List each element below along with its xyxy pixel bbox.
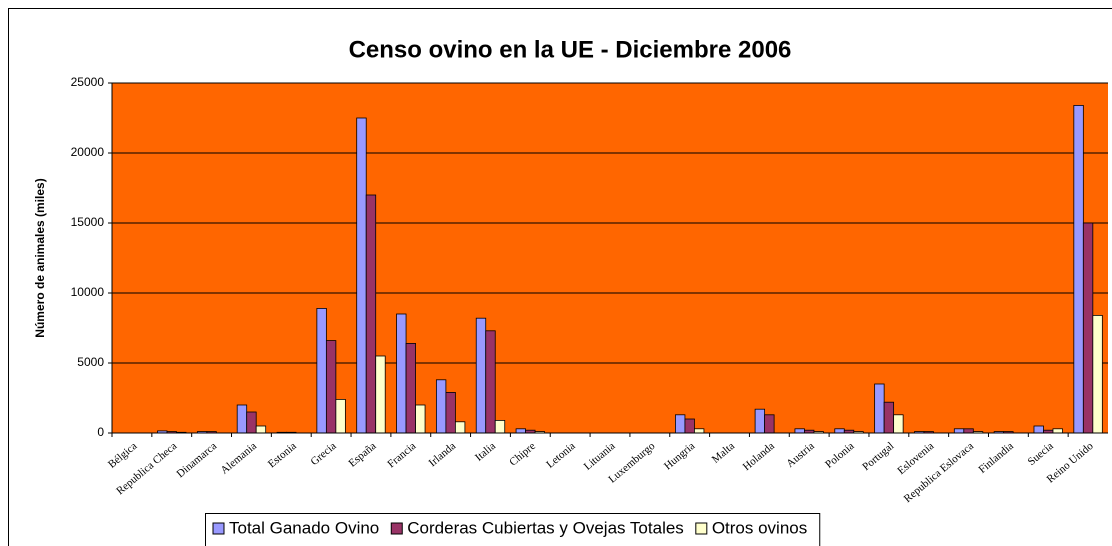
- bar: [445, 391, 456, 434]
- bar: [893, 414, 904, 434]
- legend-box: [205, 513, 821, 546]
- bar: [1092, 314, 1103, 434]
- y-tick-label: 25000: [71, 75, 105, 89]
- bar: [415, 404, 426, 434]
- bar: [794, 428, 805, 434]
- bar: [764, 414, 775, 434]
- legend-label: Otros ovinos: [712, 518, 807, 537]
- bar: [883, 401, 895, 434]
- bar: [515, 428, 526, 434]
- bar: [834, 428, 845, 434]
- bar: [356, 117, 367, 434]
- bar: [435, 379, 447, 434]
- bar: [475, 317, 487, 434]
- legend-label: Corderas Cubiertas y Ovejas Totales: [407, 518, 684, 537]
- bar: [1052, 428, 1063, 434]
- bar: [375, 355, 386, 434]
- bar: [675, 414, 686, 434]
- bar: [485, 330, 496, 434]
- bar: [335, 398, 346, 434]
- legend-swatch: [390, 522, 403, 535]
- bar: [494, 419, 506, 434]
- bar: [405, 342, 416, 434]
- y-tick-label: 20000: [71, 145, 105, 159]
- bar: [316, 307, 327, 434]
- legend: Total Ganado Ovino Corderas Cubiertas y O…: [205, 513, 821, 546]
- y-tick-label: 0: [97, 425, 104, 439]
- bar: [1033, 425, 1044, 434]
- y-axis-label: Número de animales (miles): [33, 178, 47, 337]
- bar: [754, 408, 766, 434]
- bar: [953, 428, 965, 434]
- y-tick-label: 15000: [71, 215, 105, 229]
- y-tick-label: 5000: [77, 355, 104, 369]
- bar: [874, 383, 885, 434]
- legend-swatch: [695, 522, 708, 535]
- bar: [396, 313, 407, 434]
- bar: [1082, 222, 1094, 434]
- y-tick-label: 10000: [71, 285, 105, 299]
- bar: [365, 194, 377, 434]
- bar: [454, 421, 466, 434]
- bar: [255, 425, 267, 434]
- bar: [963, 428, 974, 434]
- legend-swatch: [212, 522, 225, 535]
- bar: [1073, 105, 1084, 434]
- bar: [684, 418, 695, 434]
- bar: [246, 411, 257, 434]
- bar: [236, 404, 248, 434]
- bar: [325, 340, 337, 434]
- legend-label: Total Ganado Ovino: [229, 518, 379, 537]
- bar: [694, 428, 705, 434]
- plot-area: [112, 83, 1108, 433]
- chart-title: Censo ovino en la UE - Diciembre 2006: [349, 36, 792, 63]
